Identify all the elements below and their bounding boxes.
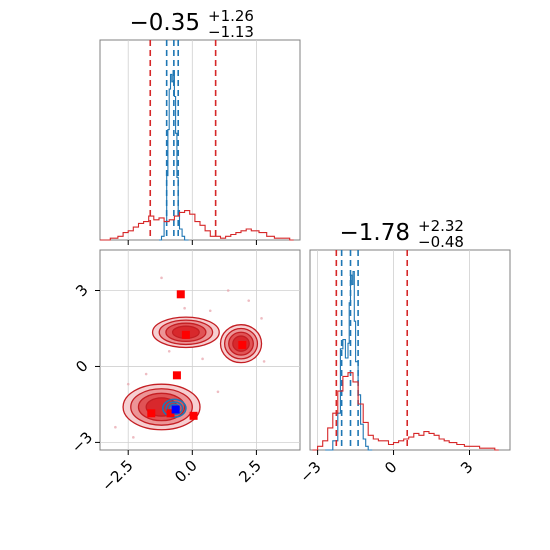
sample-point xyxy=(167,349,171,353)
contour-series xyxy=(114,276,266,439)
y-tick-label: 3 xyxy=(72,281,91,300)
red-marker xyxy=(181,330,190,339)
histogram-line xyxy=(325,270,373,451)
red-marker xyxy=(147,409,156,418)
panel-frame xyxy=(99,39,301,241)
sample-point xyxy=(114,425,117,429)
panel-joint: −2.5 0.0 2.5 −3 0 3 xyxy=(68,249,301,495)
red-marker xyxy=(166,409,175,418)
panel-marginal-x: −0.35 +1.26 −1.13 xyxy=(99,7,301,245)
panel-frame xyxy=(309,249,511,451)
title-marginal-x: −0.35 xyxy=(130,10,200,36)
y-tick-label: −3 xyxy=(68,428,96,456)
x-tick-label: 0.0 xyxy=(171,456,201,486)
sample-point xyxy=(183,306,186,310)
x-tick-label: 0 xyxy=(381,458,400,477)
sample-point xyxy=(208,309,212,313)
blue-marker xyxy=(171,405,180,414)
sample-point xyxy=(226,289,230,292)
grid xyxy=(127,40,257,240)
title-upper-error: +1.26 xyxy=(208,7,254,25)
histogram-line xyxy=(312,372,499,451)
title-marginal-y: −1.78 xyxy=(340,220,410,246)
sample-point xyxy=(144,372,148,376)
x-tick-label: −3 xyxy=(296,458,324,486)
sample-point xyxy=(216,390,220,394)
tick-marks: −3 0 3 xyxy=(296,450,477,486)
red-marker xyxy=(238,340,247,349)
title-upper-error: +2.32 xyxy=(418,217,464,235)
histogram-line xyxy=(100,210,294,241)
sample-point xyxy=(160,276,163,280)
panel-marginal-y: −3 0 3 −1.78 +2.32 −0.48 xyxy=(296,217,511,486)
x-tick-label: −2.5 xyxy=(98,456,136,494)
histogram-series xyxy=(100,40,294,241)
red-marker xyxy=(176,290,185,299)
sample-point xyxy=(262,360,266,363)
sample-point xyxy=(201,357,204,361)
title-lower-error: −1.13 xyxy=(208,23,254,41)
histogram-series xyxy=(312,250,499,451)
sample-point xyxy=(260,317,263,320)
title-lower-error: −0.48 xyxy=(418,233,464,251)
red-marker xyxy=(189,411,198,420)
red-marker xyxy=(172,371,181,380)
sample-point xyxy=(247,299,251,302)
tick-marks xyxy=(127,240,257,245)
grid xyxy=(317,250,470,450)
x-tick-label: 2.5 xyxy=(235,456,265,486)
sample-point xyxy=(132,436,135,439)
y-tick-label: 0 xyxy=(72,357,91,376)
x-tick-label: 3 xyxy=(457,458,476,477)
sample-point xyxy=(126,382,130,386)
